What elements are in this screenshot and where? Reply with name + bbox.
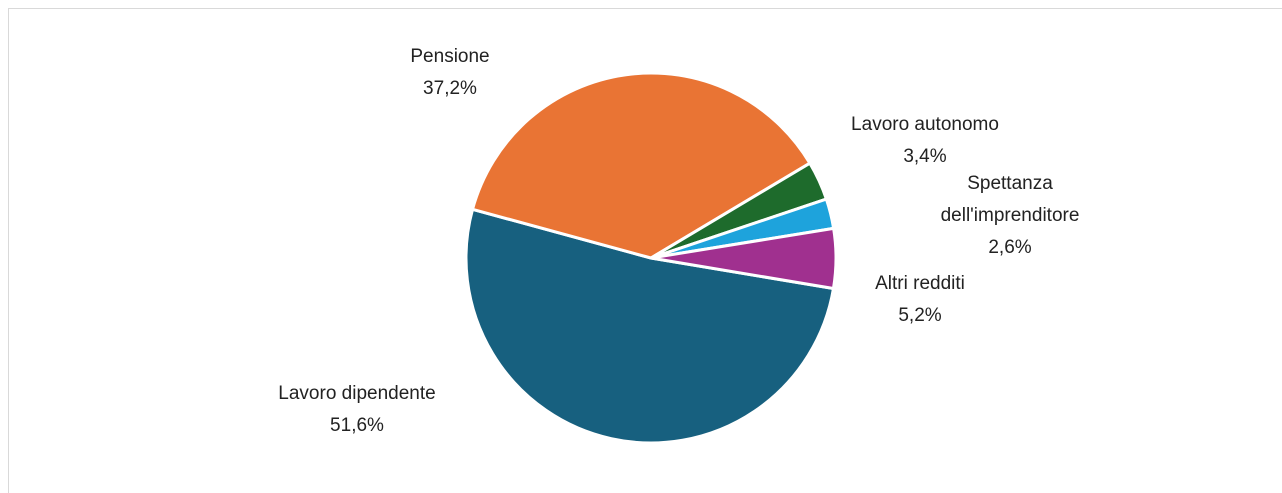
- value-label: 2,6%: [988, 237, 1032, 258]
- category-label: Pensione: [410, 46, 490, 67]
- value-label: 37,2%: [423, 78, 477, 99]
- pie-slice: [464, 207, 835, 445]
- value-label: 51,6%: [330, 415, 384, 436]
- pie-slice: [649, 226, 838, 291]
- pie-slice: [471, 71, 812, 260]
- value-label: 3,4%: [903, 146, 947, 167]
- category-label: Spettanza dell'imprenditore: [940, 173, 1080, 226]
- slice-label: Spettanza dell'imprenditore 2,6%: [920, 168, 1100, 264]
- slice-label: Lavoro autonomo 3,4%: [851, 109, 999, 173]
- slice-label: Lavoro dipendente 51,6%: [278, 378, 435, 442]
- category-label: Altri redditi: [875, 273, 965, 294]
- category-label: Lavoro dipendente: [278, 383, 436, 404]
- slice-label: Altri redditi 5,2%: [875, 268, 965, 332]
- category-label: Lavoro autonomo: [851, 114, 999, 135]
- value-label: 5,2%: [898, 305, 942, 326]
- chart-frame: [8, 8, 1282, 493]
- slice-label: Pensione 37,2%: [410, 41, 489, 105]
